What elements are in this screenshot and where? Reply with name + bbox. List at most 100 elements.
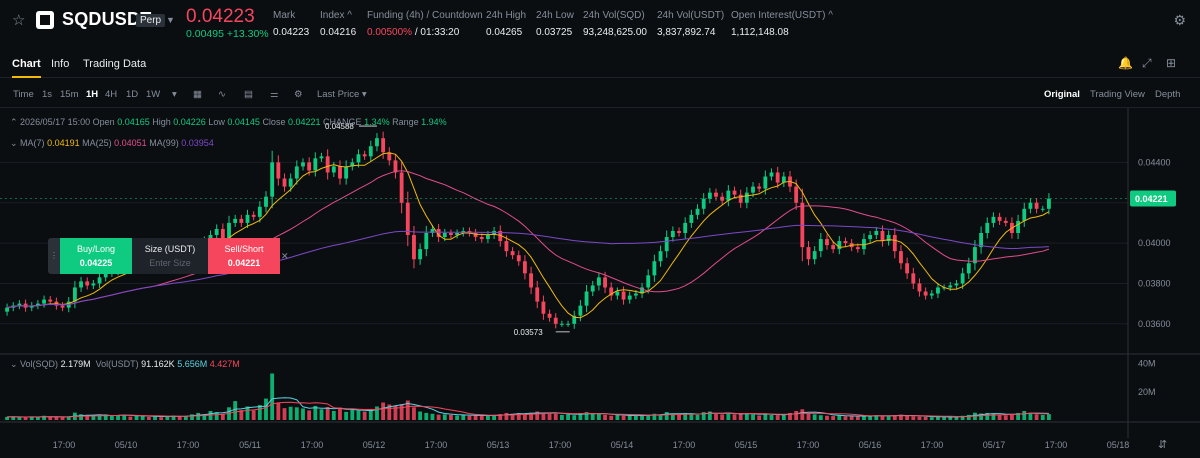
interval-1h[interactable]: 1H [86, 89, 99, 100]
collapse-icon[interactable]: ⌄ [10, 359, 21, 369]
stat-open-interest[interactable]: Open Interest(USDT) ^ 1,112,148.08 [731, 10, 833, 38]
volume-bar [535, 411, 540, 420]
volume-bar [60, 417, 65, 420]
interval-time[interactable]: Time [13, 89, 34, 100]
volume-bar [677, 414, 681, 420]
volume-bar [880, 416, 885, 420]
volume-bar [449, 414, 453, 420]
volume-bar [960, 415, 965, 420]
bell-icon[interactable]: 🔔 [1118, 56, 1133, 70]
volume-bar [393, 405, 398, 420]
candle-body [350, 162, 355, 167]
collapse-icon[interactable]: ⌄ [10, 138, 21, 148]
candle-body [658, 251, 663, 262]
drawing-tools-icon[interactable]: ⚌ [270, 89, 279, 100]
volume-bar [738, 413, 743, 420]
ma7-value: 0.04191 [47, 138, 80, 148]
interval-1s[interactable]: 1s [42, 89, 53, 100]
stat-index[interactable]: Index ^ 0.04216 [320, 10, 357, 38]
interval-15m[interactable]: 15m [60, 89, 79, 100]
expand-icon[interactable]: ⤢ [1142, 56, 1152, 70]
volume-bar [1034, 414, 1039, 420]
volume-bar [331, 410, 336, 420]
layout-icon[interactable]: ▤ [244, 89, 253, 100]
price-type-select[interactable]: Last Price ▾ [317, 89, 367, 100]
candle-body [948, 285, 953, 288]
volume-bar [929, 417, 934, 420]
volume-bar [461, 414, 466, 420]
price-tick-label: 0.04000 [1138, 238, 1171, 248]
chart-toolbar: Time 1s 15m 1H 4H 1D 1W ▾ ▦ ∿ ▤ ⚌ ⚙ Last… [0, 80, 1200, 108]
volume-bar [818, 415, 823, 420]
volume-bar [171, 415, 176, 420]
sell-short-button[interactable]: Sell/Short 0.04221 [208, 238, 280, 274]
volume-bar [553, 413, 558, 420]
candle-body [652, 261, 657, 276]
volume-bar [701, 412, 706, 420]
time-tick-label: 17:00 [673, 440, 696, 450]
volume-bar [116, 415, 120, 420]
view-original[interactable]: Original [1044, 89, 1080, 100]
chevron-down-icon[interactable]: ▼ [166, 15, 175, 25]
candle-body [455, 233, 460, 236]
volume-bar [196, 412, 201, 420]
volume-bar [646, 414, 651, 420]
current-price-label: 0.04221 [1135, 194, 1168, 204]
candle-body [707, 192, 712, 199]
tab-trading-data[interactable]: Trading Data [83, 58, 147, 70]
volume-bar [387, 404, 392, 420]
collapse-icon[interactable]: ⌃ [10, 117, 21, 127]
current-price-badge [1130, 190, 1176, 207]
candle-body [714, 192, 718, 197]
interval-1w[interactable]: 1W [146, 89, 161, 100]
candle-body [325, 156, 330, 173]
interval-4h[interactable]: 4H [105, 89, 118, 100]
interval-dropdown-icon[interactable]: ▾ [172, 89, 177, 100]
view-trading-view[interactable]: Trading View [1090, 89, 1145, 100]
candle-body [449, 233, 453, 236]
volume-bar [775, 415, 780, 420]
volume-bar [430, 413, 435, 420]
star-icon[interactable]: ☆ [12, 12, 26, 29]
candle-body [356, 154, 361, 163]
calendar-icon[interactable]: ▦ [193, 89, 202, 100]
candle-body [288, 178, 293, 187]
funding-rate: 0.00500% [367, 27, 413, 38]
view-depth[interactable]: Depth [1155, 89, 1181, 100]
buy-long-button[interactable]: Buy/Long 0.04225 [60, 238, 132, 274]
candle-body [257, 206, 262, 217]
sell-price: 0.04221 [227, 258, 261, 268]
size-input[interactable]: Size (USDT) Enter Size [132, 238, 208, 274]
symbol-title[interactable]: SQDUSDT [62, 9, 152, 29]
candle-body [609, 287, 614, 296]
tab-info[interactable]: Info [51, 58, 70, 70]
volume-bar [1040, 414, 1045, 420]
time-tick-label: 05/11 [239, 440, 261, 450]
drag-handle-icon[interactable]: ⋮ [48, 238, 60, 274]
candle-body [214, 228, 219, 236]
time-tick-label: 05/13 [487, 440, 510, 450]
volume-bar [621, 415, 626, 420]
indicator-icon[interactable]: ∿ [218, 89, 226, 100]
candle-body [689, 214, 694, 223]
stat-funding[interactable]: Funding (4h) / Countdown 0.00500% / 01:3… [367, 10, 483, 38]
close-icon[interactable]: ✕ [281, 251, 289, 261]
volume-bar [103, 414, 108, 420]
candle-body [17, 303, 22, 306]
settings-icon[interactable]: ⚙ [294, 89, 303, 100]
candle-body [91, 283, 96, 286]
volume-bar [886, 415, 891, 420]
interval-1d[interactable]: 1D [126, 89, 139, 100]
volume-bar [1028, 412, 1033, 420]
volume-bar [479, 416, 484, 420]
candle-body [85, 281, 90, 286]
candlestick-chart[interactable]: 0.044000.042000.040000.038000.0360040M20… [0, 108, 1200, 458]
settings-sliders-icon[interactable]: ⚙ [1173, 12, 1186, 28]
stat-24h-low: 24h Low 0.03725 [536, 10, 574, 38]
candle-body [670, 230, 675, 238]
grid-layout-icon[interactable]: ⊞ [1166, 56, 1177, 70]
candle-body [683, 222, 688, 233]
candle-body [757, 186, 762, 189]
volume-ma-line [7, 401, 1049, 418]
tab-chart[interactable]: Chart [12, 58, 41, 78]
